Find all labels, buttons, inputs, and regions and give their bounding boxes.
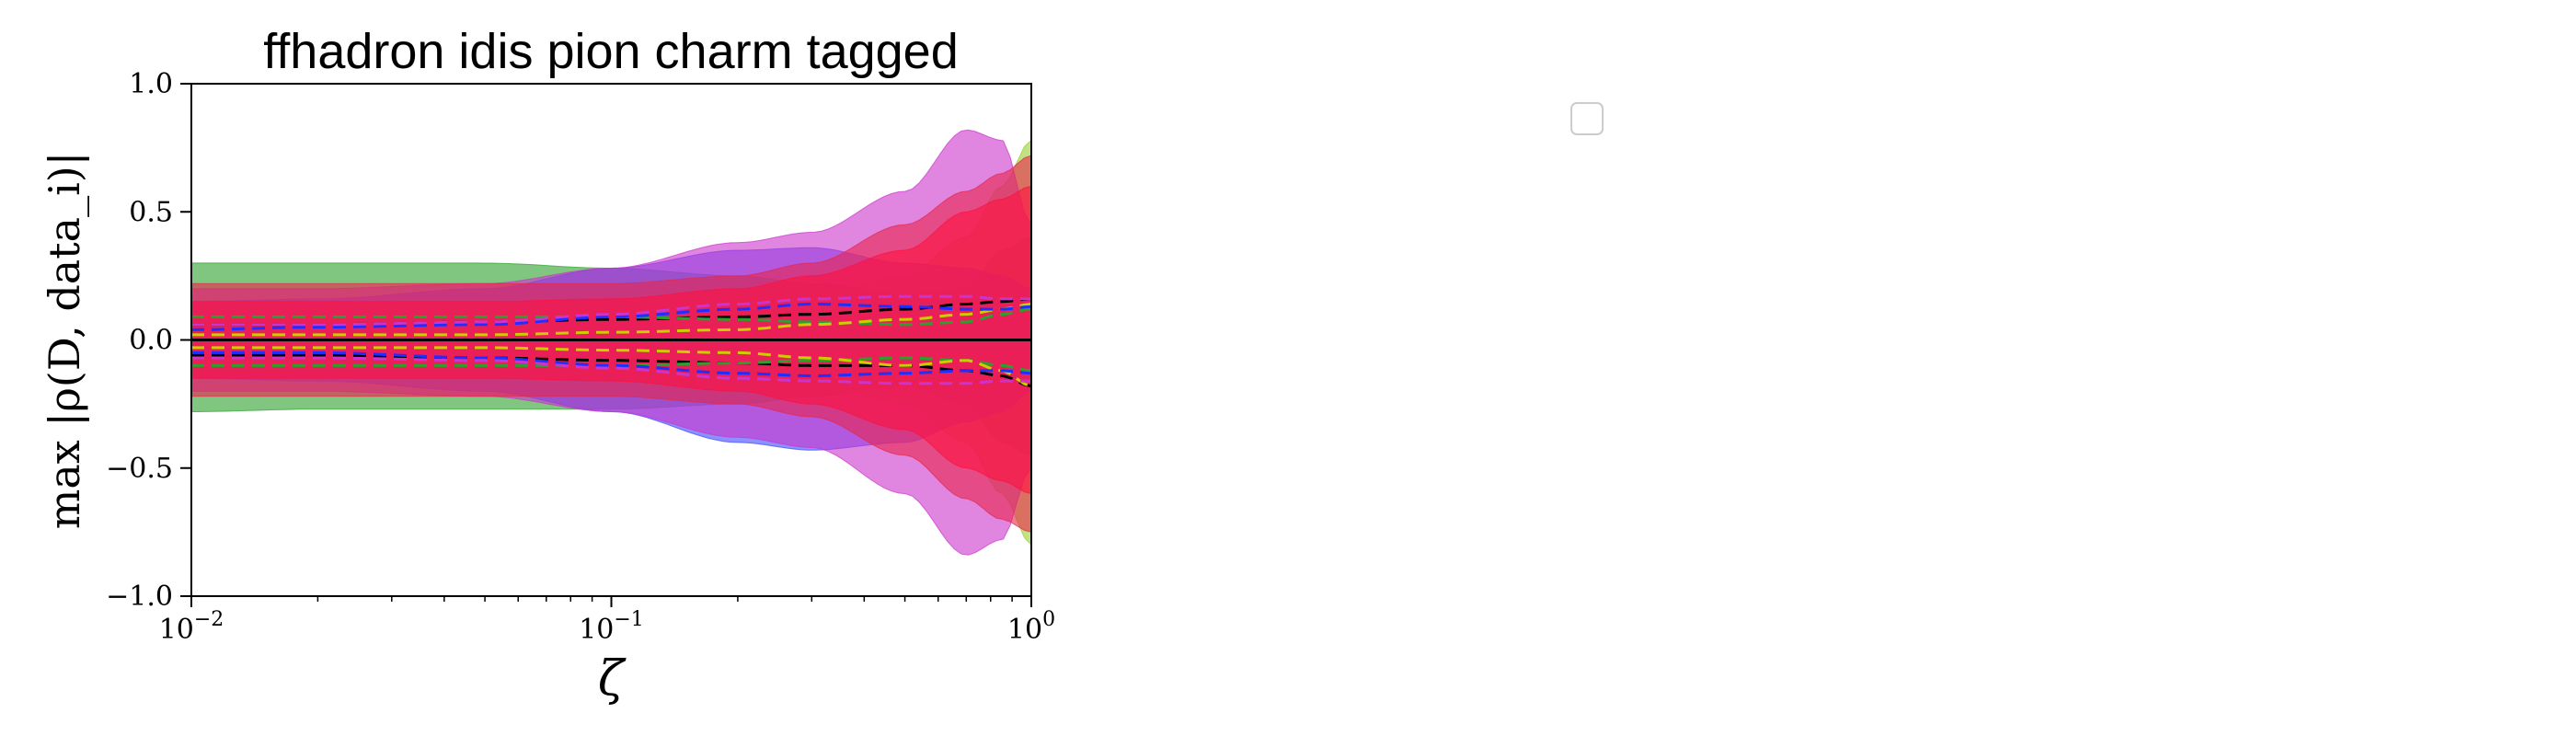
dashed-line-4 [191, 303, 1031, 337]
dashed-line-8 [191, 294, 1031, 327]
x-axis: 10−2 10−1 100 [159, 596, 1055, 646]
chart-title: ffhadron idis pion charm tagged [263, 24, 959, 79]
dashed-line-2 [191, 307, 1031, 327]
y-tick-label-0: 1.0 [129, 68, 173, 100]
dashed-line-7 [191, 351, 1031, 377]
dashed-line-9 [191, 356, 1031, 385]
x-tick-label-2: 100 [1007, 608, 1055, 646]
y-tick-label-3: −0.5 [106, 453, 173, 485]
y-axis: 1.0 0.5 0.0 −0.5 −1.0 [106, 68, 191, 613]
y-tick-label-1: 0.5 [129, 196, 173, 228]
dashed-line-6 [191, 302, 1031, 331]
x-tick-label-0: 10−2 [159, 608, 224, 646]
dashed-line-5 [191, 346, 1031, 388]
y-axis-label: max |ρ(D, data_i)| [40, 152, 89, 530]
bands-layer [191, 129, 1031, 556]
dashed-line-0 [191, 297, 1031, 327]
legend-box [1570, 102, 1604, 135]
x-axis-label: ζ [598, 651, 627, 707]
x-tick-label-1: 10−1 [579, 608, 644, 646]
dashed-line-3 [191, 356, 1031, 373]
lines-layer [191, 294, 1031, 388]
y-tick-label-2: 0.0 [129, 325, 173, 357]
y-tick-label-4: −1.0 [106, 581, 173, 613]
